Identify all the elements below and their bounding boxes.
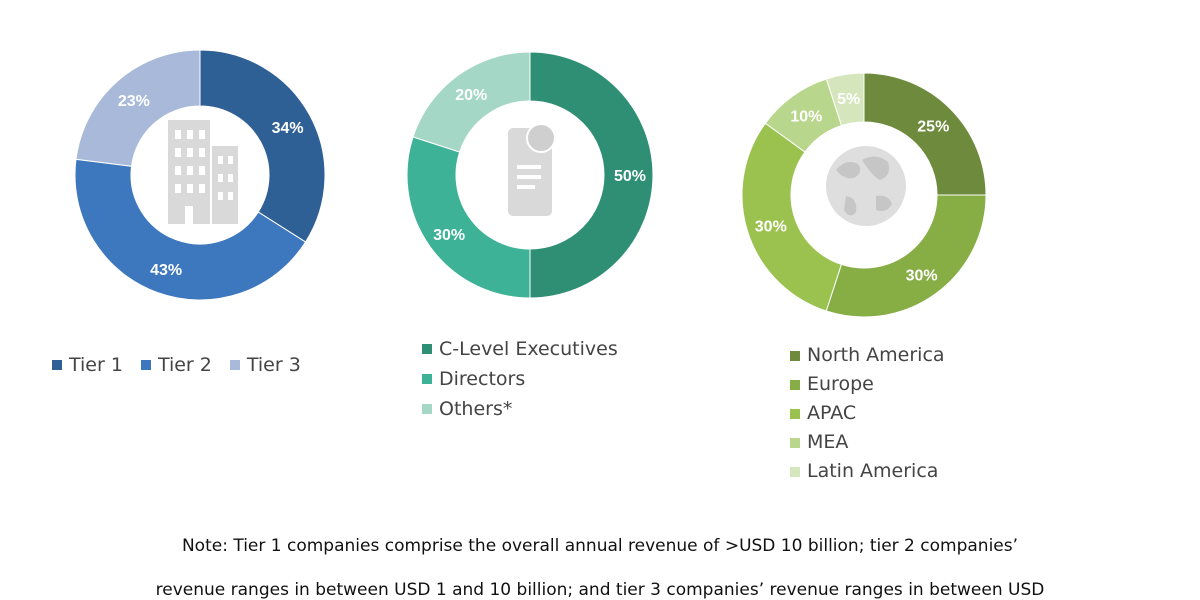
legend-swatch <box>229 360 240 370</box>
id-card-icon <box>508 123 556 216</box>
legend-label: APAC <box>807 402 857 424</box>
region-donut-chart: 25% 30% 30% 10% 5% <box>741 72 987 318</box>
region-label-apac: 30% <box>755 218 787 235</box>
company-slice-tier-3 <box>75 49 201 167</box>
legend-label: Latin America <box>807 460 939 482</box>
company-type-donut-chart: 34% 43% 23% <box>74 49 326 301</box>
designation-label-others: 20% <box>455 87 487 104</box>
legend-item-tier-3: Tier 3 <box>229 354 301 376</box>
globe-icon <box>826 146 906 226</box>
designation-donut-chart: 50% 30% 20% <box>406 51 654 299</box>
region-label-latin-america: 5% <box>837 91 860 108</box>
designation-label-c-level-executives: 50% <box>614 168 646 185</box>
legend-label: North America <box>807 344 945 366</box>
designation-label-directors: 30% <box>433 227 465 244</box>
designation-slice-directors <box>406 136 531 299</box>
legend-label: Tier 1 <box>69 354 123 376</box>
footnote-line-1: Note: Tier 1 companies comprise the over… <box>181 536 1019 556</box>
legend-item-north-america: North America <box>790 341 945 370</box>
designation-slice-c-level-executives <box>529 51 654 299</box>
region-label-europe: 30% <box>906 267 938 284</box>
legend-item-europe: Europe <box>790 370 945 399</box>
legend-item-others: Others* <box>422 394 618 424</box>
company-slice-tier-1 <box>199 49 326 243</box>
company-type-legend: Tier 1 Tier 2 Tier 3 <box>52 354 301 376</box>
legend-label: Directors <box>439 368 526 390</box>
legend-item-directors: Directors <box>422 364 618 394</box>
legend-label: Tier 2 <box>157 354 212 376</box>
region-slice-europe <box>825 194 987 318</box>
company-label-tier-2: 43% <box>150 262 182 279</box>
legend-swatch <box>422 344 432 354</box>
legend-swatch <box>52 360 62 370</box>
region-label-mea: 10% <box>790 109 822 126</box>
charts-canvas: 34% 43% 23% 50% 30% 20% 25% 30% 30% 10% 5% <box>74 49 987 318</box>
building-icon <box>168 120 238 224</box>
legend-label: Europe <box>807 373 874 395</box>
region-slice-apac <box>741 122 843 312</box>
region-slice-north-america <box>863 72 987 196</box>
legend-item-mea: MEA <box>790 428 945 457</box>
legend-swatch <box>790 466 800 477</box>
legend-label: C-Level Executives <box>439 338 618 360</box>
legend-item-apac: APAC <box>790 399 945 428</box>
legend-swatch <box>790 437 800 448</box>
designation-legend: C-Level Executives Directors Others* <box>422 334 618 424</box>
legend-swatch <box>790 350 800 361</box>
region-slice-mea <box>764 78 843 153</box>
legend-swatch <box>422 404 432 414</box>
legend-swatch <box>140 360 151 370</box>
legend-item-c-level-executives: C-Level Executives <box>422 334 618 364</box>
legend-swatch <box>790 408 800 419</box>
region-legend: North America Europe APAC MEA Latin America <box>790 341 945 486</box>
company-label-tier-3: 23% <box>118 93 150 110</box>
legend-item-tier-1: Tier 1 <box>52 354 123 376</box>
legend-swatch <box>790 379 800 390</box>
legend-label: Others* <box>439 398 513 420</box>
company-slice-tier-2 <box>74 158 307 301</box>
legend-label: MEA <box>807 431 849 453</box>
legend-label: Tier 3 <box>246 354 301 376</box>
legend-item-latin-america: Latin America <box>790 457 945 486</box>
legend-item-tier-2: Tier 2 <box>140 354 212 376</box>
footnote-line-2: revenue ranges in between USD 1 and 10 b… <box>155 580 1045 600</box>
legend-swatch <box>422 374 432 384</box>
region-label-north-america: 25% <box>917 119 949 136</box>
company-label-tier-1: 34% <box>272 120 304 137</box>
